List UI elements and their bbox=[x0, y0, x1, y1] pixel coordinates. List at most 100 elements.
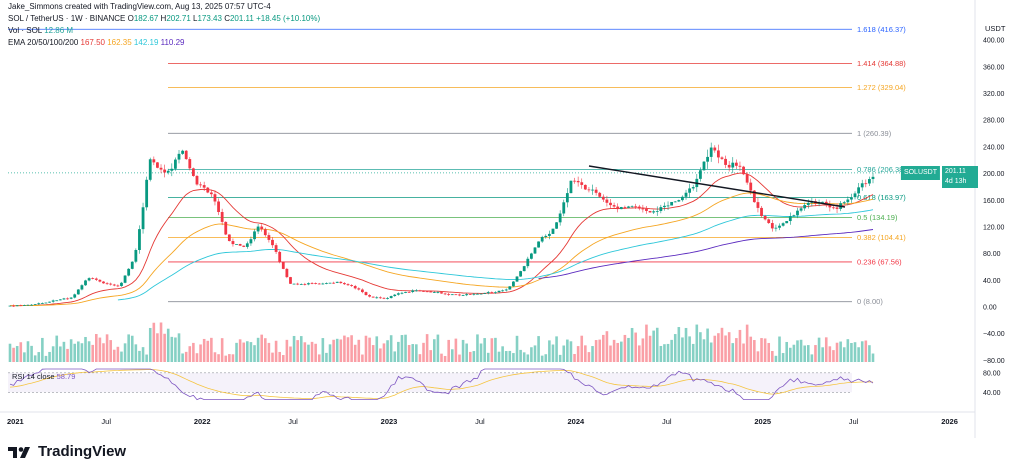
candle-body bbox=[767, 219, 771, 224]
candle-body bbox=[846, 199, 850, 203]
volume-bar bbox=[465, 343, 468, 362]
volume-bar bbox=[141, 347, 145, 362]
volume-bar bbox=[821, 347, 824, 362]
candle-body bbox=[191, 168, 195, 176]
rsi-line bbox=[9, 368, 874, 401]
volume-legend[interactable]: Vol · SOL 12.86 M bbox=[8, 26, 73, 35]
volume-bar bbox=[400, 335, 404, 362]
volume-bar bbox=[753, 340, 756, 362]
rsi-legend[interactable]: RSI 14 close 58.79 bbox=[12, 372, 75, 381]
volume-bar bbox=[310, 341, 314, 362]
candle-body bbox=[123, 275, 127, 283]
volume-bar bbox=[720, 327, 724, 362]
volume-bar bbox=[199, 344, 202, 362]
volume-bar bbox=[184, 351, 188, 362]
volume-bar bbox=[756, 351, 760, 362]
volume-bar bbox=[379, 348, 382, 362]
candle-body bbox=[375, 297, 379, 299]
candle-body bbox=[551, 228, 555, 234]
candle-body bbox=[616, 206, 620, 210]
volume-bar bbox=[619, 341, 623, 362]
tradingview-logo[interactable]: TradingView bbox=[8, 443, 126, 460]
volume-bar bbox=[217, 354, 220, 362]
ema-legend[interactable]: EMA 20/50/100/200 167.50 162.35 142.19 1… bbox=[8, 38, 185, 47]
y-tick-label: 360.00 bbox=[983, 64, 1005, 71]
volume-bar bbox=[788, 347, 792, 362]
volume-bar bbox=[666, 343, 670, 362]
candle-body bbox=[756, 202, 760, 208]
volume-bar bbox=[188, 346, 192, 362]
candle-body bbox=[170, 168, 174, 171]
candle-body bbox=[94, 278, 98, 280]
candle-body bbox=[339, 281, 343, 284]
candle-body bbox=[483, 293, 487, 294]
symbol-title[interactable]: SOL / TetherUS · 1W · BINANCE bbox=[8, 14, 126, 23]
fib-level-label: 0 (8.00) bbox=[857, 297, 883, 306]
volume-bar bbox=[407, 344, 411, 362]
fib-level-label: 0.5 (134.19) bbox=[857, 213, 898, 222]
candle-body bbox=[630, 206, 634, 208]
x-tick-label: 2026 bbox=[941, 417, 958, 426]
candle-body bbox=[648, 210, 652, 213]
candle-body bbox=[529, 253, 533, 259]
volume-bar bbox=[681, 337, 684, 362]
candle-body bbox=[742, 166, 745, 175]
candle-body bbox=[177, 153, 181, 160]
volume-bar bbox=[584, 345, 587, 362]
volume-bar bbox=[677, 327, 681, 362]
candle-body bbox=[407, 291, 411, 293]
volume-bar bbox=[447, 339, 450, 362]
volume-bar bbox=[44, 355, 48, 362]
candle-body bbox=[314, 283, 318, 284]
candle-body bbox=[429, 291, 433, 293]
candle-body bbox=[418, 290, 422, 292]
candle-body bbox=[450, 294, 454, 296]
volume-bar bbox=[663, 344, 666, 362]
candle-body bbox=[109, 283, 113, 285]
time-axis: 2021 Jul 2022 Jul 2023 Jul 2024 Jul 2025 Jul 2026 bbox=[0, 411, 975, 426]
candle-body bbox=[19, 305, 23, 307]
volume-bar bbox=[641, 338, 645, 362]
candle-body bbox=[641, 208, 645, 210]
candle-body bbox=[868, 179, 871, 184]
volume-bar bbox=[774, 355, 778, 362]
volume-bar bbox=[174, 337, 177, 362]
volume-bar bbox=[673, 334, 677, 362]
price-axis: USDT 400.00 360.00 320.00 280.00 240.00 200.00… bbox=[974, 0, 1006, 438]
candle-body bbox=[573, 180, 576, 182]
volume-bar bbox=[292, 335, 296, 362]
candle-body bbox=[231, 241, 235, 245]
candle-body bbox=[486, 292, 490, 294]
volume-bar bbox=[627, 337, 630, 362]
trendline bbox=[588, 165, 846, 208]
candle-body bbox=[120, 282, 123, 286]
candle-body bbox=[544, 235, 548, 238]
volume-bar bbox=[591, 346, 594, 362]
candle-body bbox=[26, 304, 30, 306]
volume-bar bbox=[192, 342, 195, 362]
volume-bar bbox=[655, 327, 659, 362]
candle-body bbox=[738, 165, 742, 167]
volume-bar bbox=[864, 340, 868, 362]
candle-body bbox=[716, 150, 720, 158]
candle-series bbox=[8, 142, 875, 307]
candle-body bbox=[130, 261, 134, 269]
candle-body bbox=[871, 176, 875, 180]
volume-bar bbox=[404, 334, 407, 362]
volume-bar bbox=[490, 338, 494, 362]
volume-value: 12.86 M bbox=[44, 26, 74, 35]
candle-body bbox=[238, 243, 242, 246]
candle-body bbox=[821, 201, 825, 203]
volume-bar bbox=[602, 334, 605, 362]
candle-body bbox=[547, 233, 551, 236]
volume-bar bbox=[8, 343, 12, 362]
candle-body bbox=[860, 183, 864, 188]
candle-body bbox=[504, 289, 508, 291]
volume-bar bbox=[806, 345, 810, 362]
volume-bar bbox=[299, 336, 303, 362]
volume-bar bbox=[274, 340, 278, 362]
y-tick-label: 120.00 bbox=[983, 224, 1005, 231]
volume-bar bbox=[472, 351, 476, 362]
candle-body bbox=[835, 207, 839, 209]
